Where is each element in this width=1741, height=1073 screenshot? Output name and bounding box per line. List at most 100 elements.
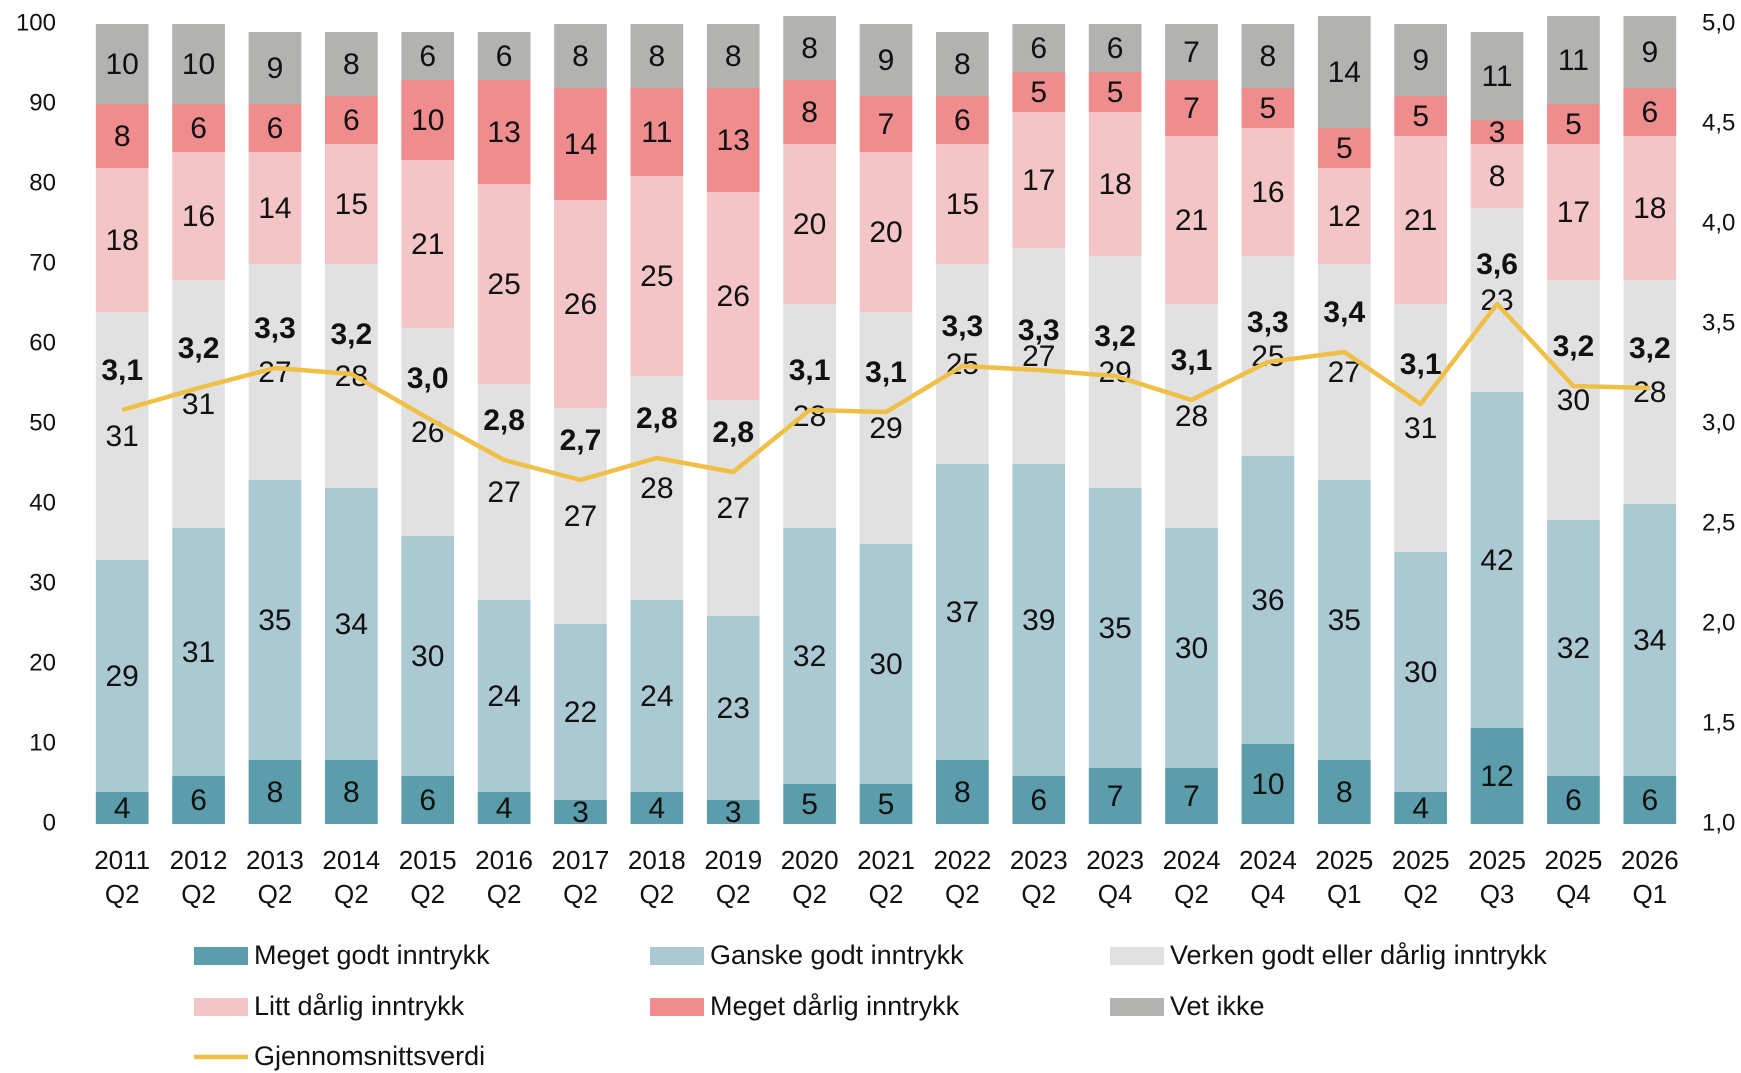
x-tick-label: 2022: [933, 845, 991, 875]
data-label: 25: [640, 260, 673, 293]
bar-segment: [1088, 256, 1142, 488]
data-label: 6: [1030, 784, 1047, 817]
data-label: 18: [106, 224, 139, 257]
legend-label: Ganske godt inntrykk: [710, 940, 964, 970]
data-label: 10: [1251, 768, 1284, 801]
bar-segment: [1317, 264, 1371, 480]
data-label: 35: [258, 604, 291, 637]
data-label: 34: [1633, 624, 1666, 657]
data-label: 8: [725, 40, 742, 73]
data-label: 3: [1489, 116, 1506, 149]
bar-segment: [1547, 144, 1600, 280]
bar-segment: [1547, 104, 1600, 144]
data-label: 20: [793, 208, 826, 241]
bar-segment: [783, 304, 836, 528]
bar-segment: [1394, 136, 1448, 304]
bar-segment: [1165, 24, 1218, 80]
bar-segment: [248, 760, 302, 824]
line-label: 3,1: [789, 354, 831, 387]
data-label: 12: [1328, 200, 1361, 233]
data-label: 8: [1260, 40, 1277, 73]
bar-segment: [324, 488, 378, 760]
data-label: 30: [869, 648, 902, 681]
data-label: 8: [572, 40, 589, 73]
data-label: 8: [801, 96, 818, 129]
bar-segment: [324, 760, 378, 824]
data-label: 8: [1336, 776, 1353, 809]
data-label: 8: [267, 776, 284, 809]
bar-segment: [1165, 528, 1218, 768]
bar-segment: [477, 600, 531, 792]
data-label: 5: [1030, 76, 1047, 109]
data-label: 6: [190, 784, 207, 817]
data-label: 23: [1480, 284, 1513, 317]
x-tick-label: Q2: [945, 879, 980, 909]
bar-segment: [95, 24, 149, 104]
bar-segment: [1470, 728, 1524, 824]
bar-segment: [1547, 520, 1600, 776]
line-label: 3,2: [330, 318, 372, 351]
y-tick-label: 60: [29, 329, 56, 356]
bar-segment: [783, 528, 836, 784]
data-label: 6: [1107, 32, 1124, 65]
x-tick-label: Q2: [716, 879, 751, 909]
x-tick-label: Q2: [487, 879, 522, 909]
bar-segment: [1088, 768, 1142, 824]
legend-swatch: [650, 947, 704, 965]
data-label: 6: [343, 104, 360, 137]
line-label: 3,3: [254, 312, 296, 345]
y-tick-label: 30: [29, 569, 56, 596]
x-tick-label: 2020: [781, 845, 839, 875]
bar-segment: [706, 616, 760, 800]
x-tick-label: 2024: [1163, 845, 1221, 875]
line-label: 3,2: [1094, 320, 1136, 353]
data-label: 31: [182, 636, 215, 669]
bar-segment: [859, 96, 913, 152]
bar-segment: [859, 544, 913, 784]
line-label: 2,7: [560, 424, 602, 457]
bar-segment: [1165, 136, 1218, 304]
line-label: 3,3: [1247, 306, 1289, 339]
data-label: 15: [335, 188, 368, 221]
data-label: 14: [564, 128, 597, 161]
data-label: 6: [1565, 784, 1582, 817]
bar-segment: [630, 792, 684, 824]
data-label: 4: [649, 792, 666, 825]
bar-segment: [324, 32, 378, 96]
x-tick-label: 2025: [1392, 845, 1450, 875]
data-label: 18: [1098, 168, 1131, 201]
y-tick-label: 100: [16, 9, 56, 36]
y2-tick-label: 3,5: [1702, 309, 1735, 336]
y2-tick-label: 2,0: [1702, 609, 1735, 636]
data-label: 24: [640, 680, 673, 713]
bar-segment: [706, 800, 760, 824]
data-label: 17: [1022, 164, 1055, 197]
data-label: 8: [1489, 160, 1506, 193]
x-tick-label: 2021: [857, 845, 915, 875]
x-tick-label: Q2: [869, 879, 904, 909]
bar-segment: [1623, 504, 1677, 776]
bar-segment: [1394, 96, 1448, 136]
bar-segment: [1623, 16, 1677, 88]
data-label: 22: [564, 696, 597, 729]
data-label: 25: [487, 268, 520, 301]
x-tick-label: 2023: [1086, 845, 1144, 875]
data-label: 11: [1481, 60, 1512, 93]
x-tick-label: 2015: [399, 845, 457, 875]
data-label: 30: [411, 640, 444, 673]
data-label: 5: [1336, 132, 1353, 165]
legend-label: Vet ikke: [1170, 991, 1265, 1021]
bar-segment: [1317, 128, 1371, 168]
data-label: 3: [725, 796, 742, 829]
x-tick-label: 2019: [704, 845, 762, 875]
bar-segment: [706, 192, 760, 400]
data-label: 16: [182, 200, 215, 233]
line-label: 3,3: [1018, 314, 1060, 347]
bar-segment: [936, 760, 989, 824]
data-label: 14: [258, 192, 291, 225]
data-label: 5: [1107, 76, 1124, 109]
bar-segment: [1623, 280, 1677, 504]
data-label: 9: [878, 44, 895, 77]
y-tick-label: 40: [29, 489, 56, 516]
